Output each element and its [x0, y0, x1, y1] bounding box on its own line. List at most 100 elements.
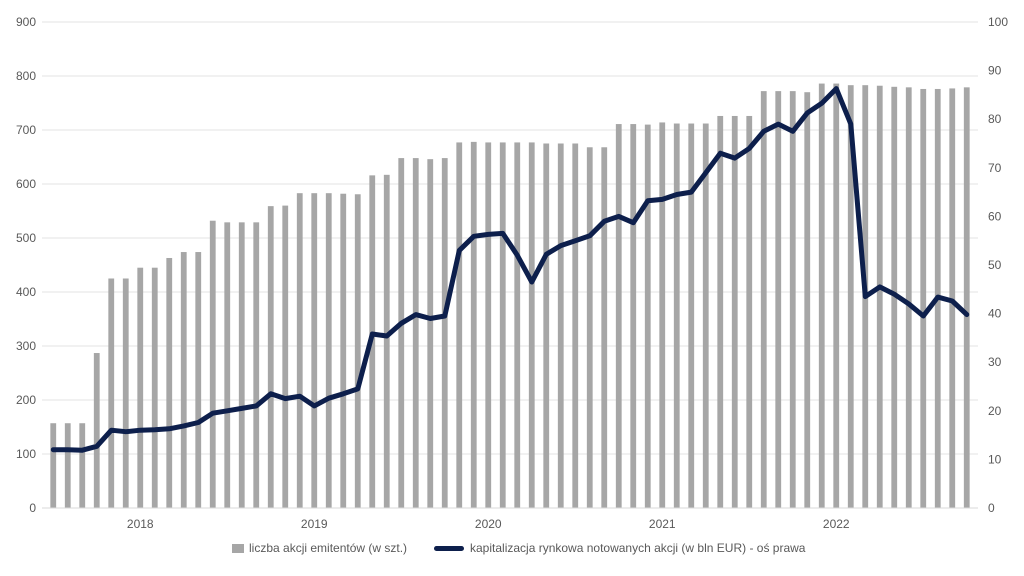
- bar: [717, 115, 724, 509]
- bar: [644, 124, 651, 508]
- year-label: 2019: [301, 517, 328, 531]
- bar: [151, 267, 158, 508]
- bar: [137, 267, 144, 508]
- bar: [166, 257, 173, 508]
- bar: [731, 115, 738, 509]
- bar: [615, 124, 622, 508]
- bar: [557, 143, 564, 508]
- right-tick-label: 40: [988, 307, 1002, 321]
- left-tick-label: 400: [16, 285, 36, 299]
- bar: [441, 158, 448, 508]
- bar: [543, 143, 550, 508]
- left-tick-label: 600: [16, 177, 36, 191]
- bar: [296, 193, 303, 508]
- bar: [79, 423, 86, 508]
- legend-bars-label: liczba akcji emitentów (w szt.): [249, 541, 408, 555]
- bar: [93, 353, 100, 508]
- bar: [963, 87, 970, 508]
- bar: [180, 252, 187, 508]
- bar: [383, 174, 390, 508]
- bar-series: [50, 83, 970, 509]
- bar: [195, 252, 202, 508]
- bar: [209, 220, 216, 508]
- bar: [673, 123, 680, 509]
- bar: [267, 206, 274, 508]
- bar: [325, 193, 332, 508]
- bar: [601, 147, 608, 508]
- legend-line-label: kapitalizacja rynkowa notowanych akcji (…: [470, 541, 806, 555]
- bar: [905, 87, 912, 508]
- bar: [847, 85, 854, 509]
- bar: [282, 205, 289, 508]
- left-tick-label: 100: [16, 447, 36, 461]
- right-tick-label: 100: [988, 15, 1008, 29]
- x-axis-year-labels: 2018 2019 2020 2021 2022: [127, 517, 850, 531]
- bar: [514, 142, 521, 509]
- bar: [224, 222, 231, 508]
- bar: [50, 423, 57, 508]
- left-tick-label: 900: [16, 15, 36, 29]
- left-tick-label: 800: [16, 69, 36, 83]
- bar: [949, 88, 956, 509]
- right-tick-label: 10: [988, 452, 1002, 466]
- bar: [688, 123, 695, 509]
- left-tick-label: 0: [29, 501, 36, 515]
- bar: [499, 142, 506, 509]
- bar: [702, 123, 709, 509]
- right-tick-label: 50: [988, 258, 1002, 272]
- right-tick-label: 30: [988, 355, 1002, 369]
- bar: [528, 142, 535, 509]
- bar: [485, 142, 492, 509]
- bar: [470, 141, 477, 508]
- year-label: 2018: [127, 517, 154, 531]
- bar: [876, 85, 883, 508]
- bar: [340, 193, 347, 508]
- year-label: 2021: [649, 517, 676, 531]
- bar: [760, 91, 767, 509]
- bar: [659, 122, 666, 508]
- bar: [412, 158, 419, 508]
- bar: [833, 83, 840, 508]
- bar: [572, 143, 579, 508]
- bar: [354, 194, 361, 508]
- bar: [804, 92, 811, 508]
- right-tick-label: 90: [988, 64, 1002, 78]
- bar: [238, 222, 245, 508]
- right-tick-label: 70: [988, 161, 1002, 175]
- legend-item-line: kapitalizacja rynkowa notowanych akcji (…: [434, 541, 805, 555]
- right-axis-ticks: 0 10 20 30 40 50 60 70 80 90 100: [988, 15, 1008, 515]
- bar: [456, 142, 463, 509]
- bar: [818, 83, 825, 508]
- right-tick-label: 60: [988, 209, 1002, 223]
- line-path: [50, 86, 970, 453]
- legend-bar-swatch: [232, 543, 244, 553]
- right-tick-label: 20: [988, 404, 1002, 418]
- left-tick-label: 300: [16, 339, 36, 353]
- bar: [64, 423, 71, 508]
- bar: [311, 193, 318, 508]
- right-tick-label: 0: [988, 501, 995, 515]
- left-tick-label: 500: [16, 231, 36, 245]
- bar: [253, 222, 260, 508]
- bar: [630, 124, 637, 508]
- bar: [891, 86, 898, 509]
- right-tick-label: 80: [988, 112, 1002, 126]
- bar: [586, 147, 593, 508]
- bar: [746, 115, 753, 509]
- bar: [789, 91, 796, 509]
- left-axis-ticks: 0 100 200 300 400 500 600 700 800 900: [16, 15, 36, 515]
- bar: [775, 91, 782, 509]
- legend: liczba akcji emitentów (w szt.) kapitali…: [0, 541, 1024, 561]
- legend-line-swatch: [434, 545, 464, 551]
- bar: [108, 278, 115, 508]
- bar: [920, 88, 927, 509]
- year-label: 2020: [475, 517, 502, 531]
- legend-item-bars: liczba akcji emitentów (w szt.): [232, 541, 407, 555]
- left-tick-label: 200: [16, 393, 36, 407]
- bar: [398, 158, 405, 508]
- left-tick-label: 700: [16, 123, 36, 137]
- year-label: 2022: [823, 517, 850, 531]
- bar: [122, 278, 129, 508]
- line-series: [50, 86, 970, 453]
